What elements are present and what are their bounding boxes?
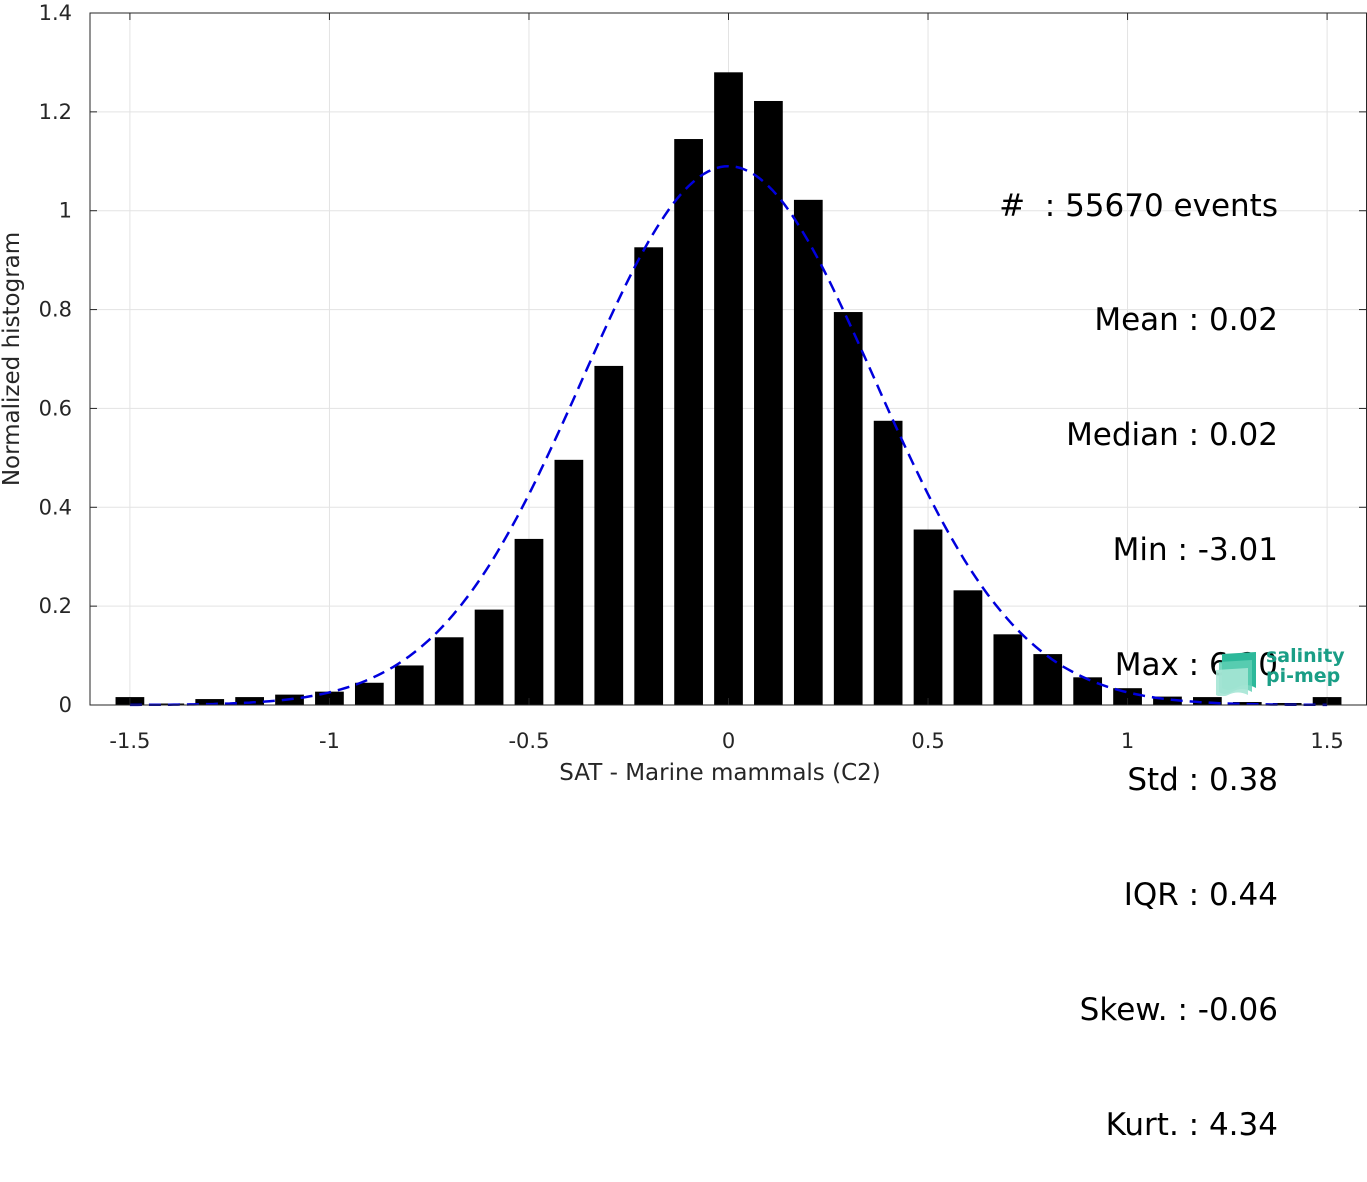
y-tick-label: 0.2 [39, 594, 72, 618]
x-tick-label: -1.5 [109, 729, 150, 753]
x-tick-label: -1 [319, 729, 340, 753]
x-axis-label: SAT - Marine mammals (C2) [559, 760, 881, 785]
y-axis-ticks: 0 0.2 0.4 0.6 0.8 1 1.2 1.4 [39, 1, 1366, 717]
histogram-bar [195, 699, 225, 705]
histogram-bar [514, 538, 544, 705]
stat-mean: Mean : 0.02 [1094, 302, 1278, 339]
histogram-bar [554, 459, 584, 705]
histogram-bar [674, 139, 703, 706]
y-tick-label: 1.4 [39, 1, 72, 25]
histogram-bar [1033, 654, 1063, 705]
histogram-bar [474, 609, 504, 705]
y-tick-label: 0.8 [39, 298, 72, 322]
stat-count: # : 55670 events [999, 187, 1278, 224]
histogram-bar [793, 199, 823, 705]
stat-kurt: Kurt. : 4.34 [1105, 1106, 1278, 1143]
x-axis-ticks: -1.5 -1 -0.5 0 0.5 1 1.5 [109, 13, 1344, 753]
stat-std: Std : 0.38 [1127, 762, 1278, 799]
histogram-bar [1193, 697, 1222, 705]
histogram-bar [594, 365, 624, 705]
histogram-bar [953, 590, 983, 705]
x-tick-label: -0.5 [508, 729, 549, 753]
y-tick-label: 0 [59, 693, 72, 717]
y-axis-label: Normalized histogram [0, 232, 25, 486]
histogram-bar [434, 637, 464, 705]
histogram-bar [1153, 696, 1182, 705]
stat-skew: Skew. : -0.06 [1079, 991, 1278, 1028]
histogram-bar [354, 682, 384, 705]
logo-line1: salinity [1266, 645, 1345, 667]
histogram-bars [115, 72, 1342, 706]
x-tick-label: 0 [722, 729, 735, 753]
histogram-bar [913, 529, 943, 705]
y-tick-label: 1.2 [39, 100, 72, 124]
histogram-bar [714, 72, 743, 706]
histogram-bar [1113, 688, 1142, 705]
x-tick-label: 1.5 [1310, 729, 1343, 753]
logo-line2: pi-mep [1266, 665, 1341, 687]
histogram-bar [754, 100, 783, 706]
salinity-pimep-logo: salinity pi-mep [1216, 646, 1346, 696]
y-tick-label: 0.6 [39, 396, 72, 420]
stat-iqr: IQR : 0.44 [1123, 876, 1278, 913]
histogram-bar [833, 312, 863, 705]
gaussian-fit-curve [129, 164, 1328, 707]
x-tick-label: 0.5 [911, 729, 944, 753]
stat-min: Min : -3.01 [1112, 532, 1278, 569]
logo-text: salinity pi-mep [1266, 646, 1345, 686]
histogram-bar [993, 634, 1023, 705]
histogram-chart: -1.5 -1 -0.5 0 0.5 1 1.5 00.20.40.60.811.21.4 … [0, 1, 1367, 785]
histogram-bar [634, 247, 664, 705]
histogram-bar [394, 665, 424, 705]
histogram-bar [873, 420, 903, 705]
x-tick-label: 1 [1121, 729, 1134, 753]
y-tick-label: 0.4 [39, 495, 72, 519]
wave-logo-icon [1216, 652, 1256, 696]
y-tick-label: 1 [59, 199, 72, 223]
histogram-bar [235, 697, 264, 705]
stat-median: Median : 0.02 [1066, 417, 1278, 454]
